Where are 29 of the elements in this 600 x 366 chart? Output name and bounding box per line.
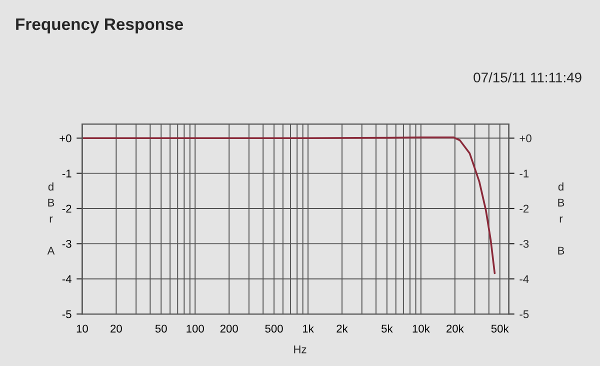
y2-tick-label: -3 <box>520 240 529 248</box>
text: 07/15/11 11:11:49 <box>474 72 582 82</box>
chart-title: Frequency Response <box>16 18 183 34</box>
x-tick-label: 200 <box>220 324 238 333</box>
y2-tick-label: -4 <box>520 275 529 283</box>
x-axis-title: Hz <box>294 346 306 354</box>
y2-tick-label: -2 <box>520 204 529 213</box>
x-tick-label: 50 <box>155 324 167 333</box>
y2-tick-label: +0 <box>520 134 532 142</box>
y-tick-label: -5 <box>62 310 72 318</box>
y2-tick-label: -1 <box>520 170 529 178</box>
y-tick-label: -1 <box>62 170 72 178</box>
y-tick-label: -2 <box>62 204 72 213</box>
y-tick-label: +0 <box>60 134 72 142</box>
x-tick-label: 20k <box>446 324 464 333</box>
text: d B r B <box>558 182 564 254</box>
x-tick-label: 5k <box>382 324 393 333</box>
text: d B r A <box>47 182 55 254</box>
y2-tick-label: -5 <box>520 310 529 318</box>
y-tick-label: -4 <box>62 275 72 283</box>
x-tick-label: 10 <box>76 324 88 333</box>
y-tick-label: -3 <box>62 240 72 248</box>
x-tick-label: 50k <box>491 324 509 333</box>
x-tick-label: 10k <box>412 324 430 333</box>
x-tick-label: 2k <box>336 324 348 332</box>
x-tick-label: 100 <box>186 324 204 333</box>
x-tick-label: 500 <box>265 324 283 333</box>
x-tick-label: 20 <box>110 324 122 333</box>
x-tick-label: 1k <box>303 324 314 332</box>
